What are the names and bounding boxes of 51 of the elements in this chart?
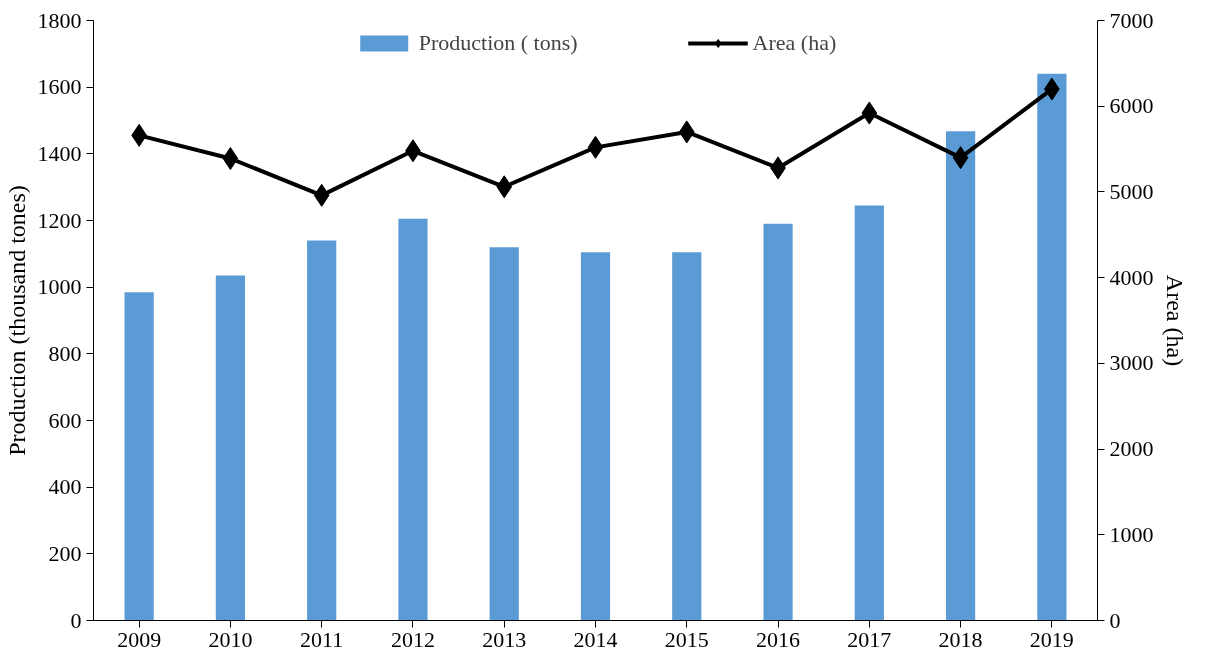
y2-tick-label: 7000 bbox=[1109, 7, 1154, 33]
y-tick-label: 1600 bbox=[37, 74, 82, 100]
x-tick-label: 2013 bbox=[482, 626, 527, 652]
point bbox=[861, 101, 878, 125]
y2-tick-label: 4000 bbox=[1109, 264, 1154, 290]
bar bbox=[672, 252, 702, 621]
y2-tick-label: 3000 bbox=[1109, 350, 1154, 376]
bar bbox=[1037, 73, 1067, 621]
bar bbox=[307, 240, 337, 621]
y2-tick-label: 1000 bbox=[1109, 521, 1154, 547]
y2-tick-label: 0 bbox=[1109, 607, 1121, 633]
bar bbox=[124, 292, 154, 621]
y2-tick-label: 6000 bbox=[1109, 93, 1154, 119]
y-tick-label: 200 bbox=[48, 540, 82, 566]
point bbox=[952, 146, 969, 170]
bar bbox=[945, 131, 976, 621]
point bbox=[587, 135, 604, 159]
y2-tick-label: 5000 bbox=[1109, 178, 1154, 204]
bar bbox=[215, 275, 246, 621]
point bbox=[496, 175, 513, 199]
x-tick-label: 2018 bbox=[938, 626, 983, 652]
y-axis-title: Production (thousand tones) bbox=[3, 185, 30, 456]
x-tick-label: 2012 bbox=[390, 626, 435, 652]
bar bbox=[580, 252, 611, 621]
bar bbox=[398, 218, 428, 621]
point bbox=[678, 120, 695, 144]
y-tick-label: 1400 bbox=[37, 140, 82, 166]
point bbox=[222, 147, 239, 170]
y-tick-label: 400 bbox=[48, 474, 82, 500]
point bbox=[313, 183, 330, 207]
x-tick-label: 2017 bbox=[847, 626, 892, 652]
x-tick-label: 2014 bbox=[573, 626, 618, 652]
x-tick-label: 2010 bbox=[208, 626, 253, 652]
legend-label: Production ( tons) bbox=[418, 30, 578, 56]
bar bbox=[489, 247, 519, 621]
x-tick-label: 2019 bbox=[1029, 626, 1074, 652]
y-tick-label: 800 bbox=[48, 340, 82, 366]
x-tick-label: 2015 bbox=[664, 626, 709, 652]
y2-axis-title: Area (ha) bbox=[1161, 274, 1188, 367]
y-tick-label: 600 bbox=[48, 407, 82, 433]
bar bbox=[763, 223, 793, 621]
y-tick-label: 1000 bbox=[37, 274, 82, 300]
x-tick-label: 2011 bbox=[300, 626, 344, 652]
y-tick-label: 1200 bbox=[37, 207, 82, 233]
x-tick-label: 2016 bbox=[756, 626, 801, 652]
y-tick-label: 1800 bbox=[37, 7, 82, 33]
bar bbox=[854, 205, 884, 621]
x-tick-label: 2009 bbox=[117, 626, 162, 652]
y2-tick-label: 2000 bbox=[1109, 436, 1154, 462]
y-tick-label: 0 bbox=[70, 607, 82, 633]
legend-label: Area (ha) bbox=[752, 30, 837, 56]
